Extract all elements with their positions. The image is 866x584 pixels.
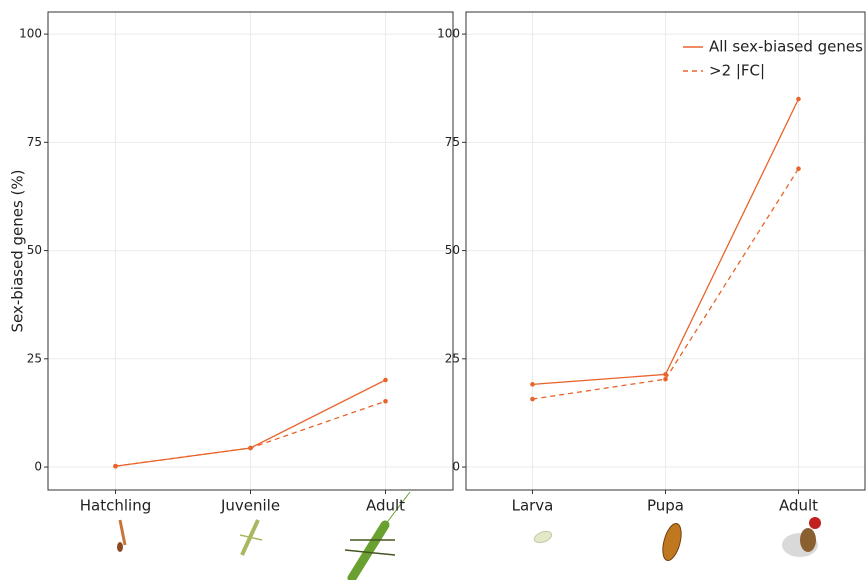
x-tick-label: Adult	[779, 497, 818, 515]
legend-label: All sex-biased genes	[709, 38, 863, 56]
point	[796, 97, 801, 102]
point	[796, 166, 801, 171]
legend-label: >2 |FC|	[709, 62, 765, 80]
y-tick-label: 75	[445, 135, 460, 149]
fly-icon	[782, 517, 821, 557]
chart: 0 25 50 75 100 Hatchling Juvenile Adult Sex-bias…	[0, 0, 866, 580]
y-tick-label: 25	[445, 351, 460, 365]
point	[663, 377, 668, 382]
hatchling-icon	[117, 520, 125, 552]
pupa-icon	[659, 522, 684, 563]
x-tick-label: Larva	[512, 497, 554, 515]
x-tick-label: Hatchling	[80, 497, 151, 515]
y-tick-label: 25	[27, 351, 42, 365]
juvenile-icon	[240, 520, 262, 555]
y-tick-label: 50	[445, 243, 460, 257]
y-tick-label: 100	[437, 27, 460, 41]
y-tick-label: 100	[19, 27, 42, 41]
point	[530, 382, 535, 387]
point	[530, 397, 535, 402]
larva-icon	[533, 529, 553, 545]
y-tick-label: 0	[34, 460, 42, 474]
y-tick-label: 50	[27, 243, 42, 257]
x-tick-label: Adult	[366, 497, 405, 515]
x-tick-label: Pupa	[647, 497, 684, 515]
point	[113, 464, 118, 469]
point	[248, 446, 253, 451]
point	[383, 378, 388, 383]
y-tick-label: 75	[27, 135, 42, 149]
x-tick-label: Juvenile	[220, 497, 280, 515]
point	[383, 399, 388, 404]
y-axis-label: Sex-biased genes (%)	[9, 169, 27, 332]
y-tick-label: 0	[452, 460, 460, 474]
